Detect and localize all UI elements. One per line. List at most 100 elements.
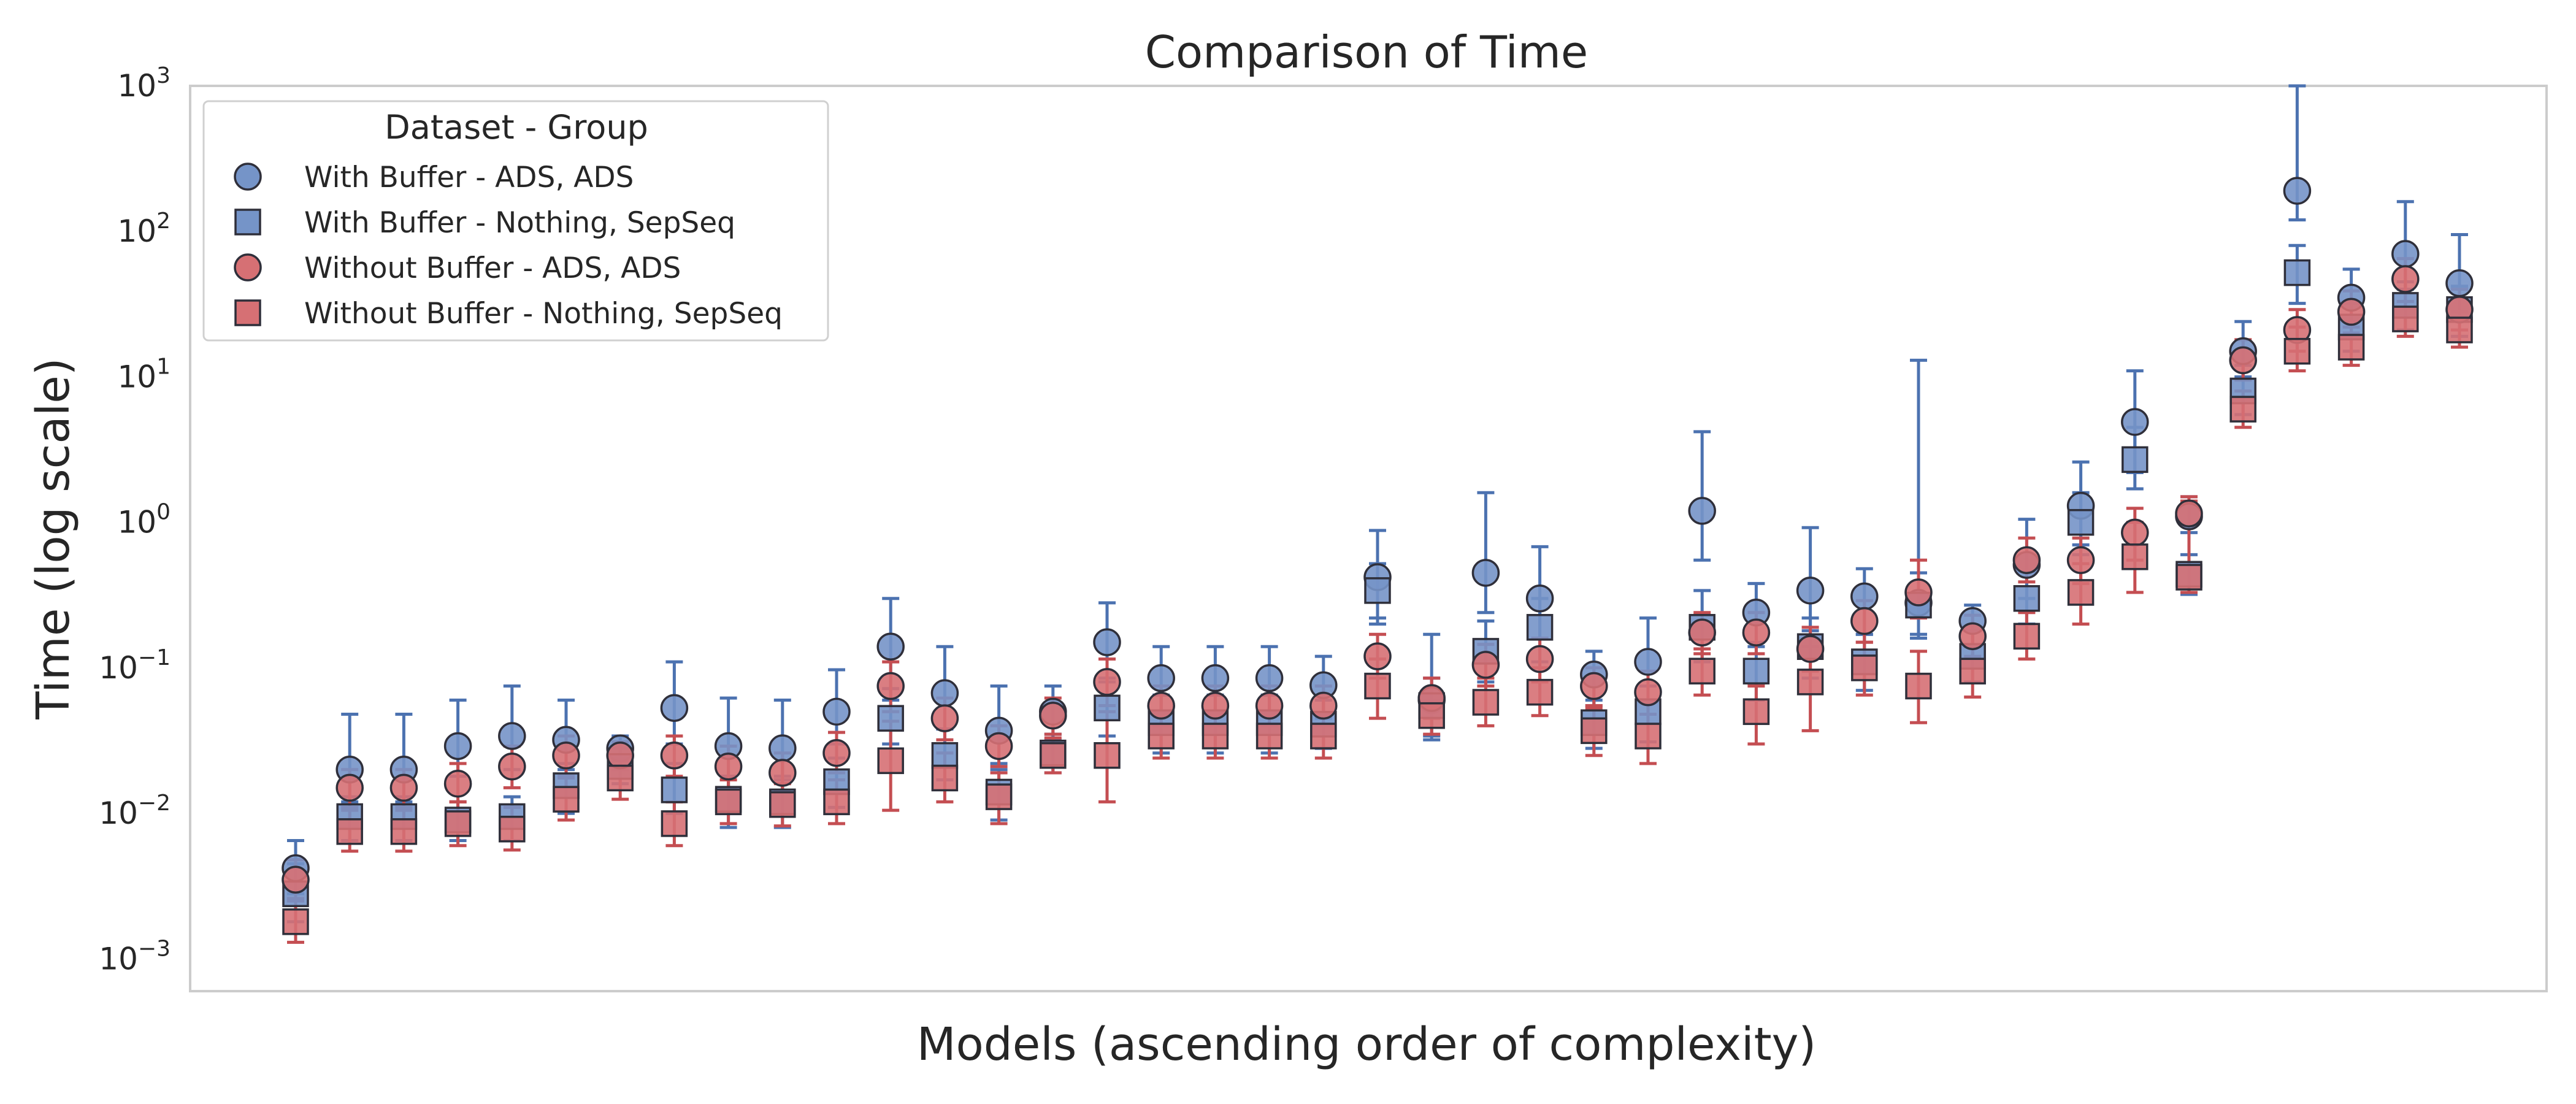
data-point: [390, 818, 418, 845]
y-tick-label: 10−2: [99, 791, 171, 831]
data-point: [2445, 269, 2474, 297]
data-point: [2229, 396, 2256, 423]
data-point: [2012, 546, 2041, 575]
data-point: [2121, 518, 2149, 547]
data-point: [1039, 701, 1067, 730]
data-point: [930, 679, 959, 707]
data-point: [499, 815, 526, 843]
data-point: [1526, 678, 1554, 706]
data-point: [1201, 691, 1230, 720]
data-point: [1905, 672, 1932, 700]
x-axis-label: Models (ascending order of complexity): [917, 1018, 1817, 1071]
y-tick-label: 101: [117, 354, 171, 394]
data-point: [498, 752, 526, 781]
plot-area: [189, 85, 2548, 992]
legend-label: Without Buffer - ADS, ADS: [304, 251, 681, 285]
data-point: [2446, 316, 2473, 343]
data-point: [2229, 346, 2257, 375]
data-point: [660, 741, 689, 770]
data-point: [877, 747, 904, 775]
data-point: [823, 788, 850, 816]
data-point: [1094, 742, 1121, 769]
data-point: [444, 810, 472, 837]
data-point: [1634, 678, 1662, 707]
legend-label: With Buffer - ADS, ADS: [304, 161, 634, 194]
data-point: [1796, 669, 1824, 696]
legend-label: With Buffer - Nothing, SepSeq: [304, 206, 735, 240]
data-point: [1959, 657, 1986, 684]
data-point: [1689, 657, 1715, 684]
data-point: [2013, 623, 2041, 650]
data-point: [443, 769, 472, 798]
y-tick-label: 10−1: [99, 645, 171, 686]
data-point: [1255, 664, 1284, 692]
data-point: [2067, 579, 2095, 606]
data-point: [931, 742, 959, 769]
data-point: [931, 764, 959, 792]
y-tick-label: 10−3: [99, 936, 171, 976]
data-point: [1851, 654, 1878, 681]
data-point: [2337, 334, 2365, 361]
data-point: [1904, 578, 1933, 607]
data-point: [1363, 642, 1392, 670]
data-point: [660, 694, 689, 723]
data-point: [552, 741, 580, 770]
data-point: [2337, 297, 2366, 326]
data-point: [389, 773, 418, 802]
legend-box: [202, 100, 829, 342]
data-point: [1147, 664, 1175, 692]
data-point: [2391, 240, 2420, 268]
data-point: [2067, 508, 2095, 536]
data-point: [2392, 305, 2419, 332]
data-point: [1471, 651, 1500, 679]
data-point: [1580, 672, 1608, 700]
data-marks: [282, 84, 2474, 944]
y-tick-label: 103: [117, 63, 171, 104]
data-point: [1958, 622, 1987, 651]
data-point: [553, 786, 580, 813]
data-point: [1796, 635, 1825, 663]
data-point: [443, 732, 472, 761]
data-point: [1255, 723, 1283, 749]
data-point: [1418, 702, 1445, 729]
y-axis-ticks: 10−3 10−2 10−1 100 101 102 103: [99, 63, 171, 976]
data-point: [1635, 723, 1662, 749]
data-point: [2122, 446, 2149, 473]
data-point: [1040, 742, 1067, 769]
data-point: [1796, 577, 1825, 605]
data-point: [2283, 337, 2311, 365]
y-tick-label: 100: [117, 500, 171, 540]
data-point: [607, 764, 634, 792]
data-point: [1634, 648, 1662, 676]
data-point: [1688, 618, 1716, 647]
data-point: [1526, 614, 1554, 641]
legend-marker: [234, 163, 262, 191]
legend-marker: [234, 299, 261, 326]
data-point: [282, 865, 310, 894]
data-point: [822, 738, 851, 767]
legend-items: With Buffer - ADS, ADS With Buffer - Noth…: [234, 161, 783, 331]
data-point: [1525, 584, 1554, 613]
data-point: [335, 773, 364, 802]
data-point: [985, 783, 1013, 810]
data-point: [930, 704, 959, 732]
data-point: [984, 732, 1013, 761]
data-point: [1472, 689, 1500, 716]
data-point: [1201, 664, 1230, 692]
data-point: [1310, 723, 1337, 749]
data-point: [1742, 698, 1770, 726]
data-point: [2175, 564, 2202, 591]
data-point: [1364, 672, 1391, 700]
data-point: [769, 734, 797, 762]
data-point: [2283, 177, 2312, 205]
legend-marker: [234, 209, 261, 236]
data-point: [822, 697, 851, 726]
data-point: [661, 776, 688, 803]
data-point: [1147, 691, 1175, 720]
data-point: [1850, 582, 1879, 611]
data-point: [1742, 657, 1770, 684]
data-point: [714, 752, 743, 781]
legend-title: Dataset - Group: [385, 108, 648, 147]
data-point: [1742, 618, 1771, 647]
data-point: [661, 810, 688, 837]
